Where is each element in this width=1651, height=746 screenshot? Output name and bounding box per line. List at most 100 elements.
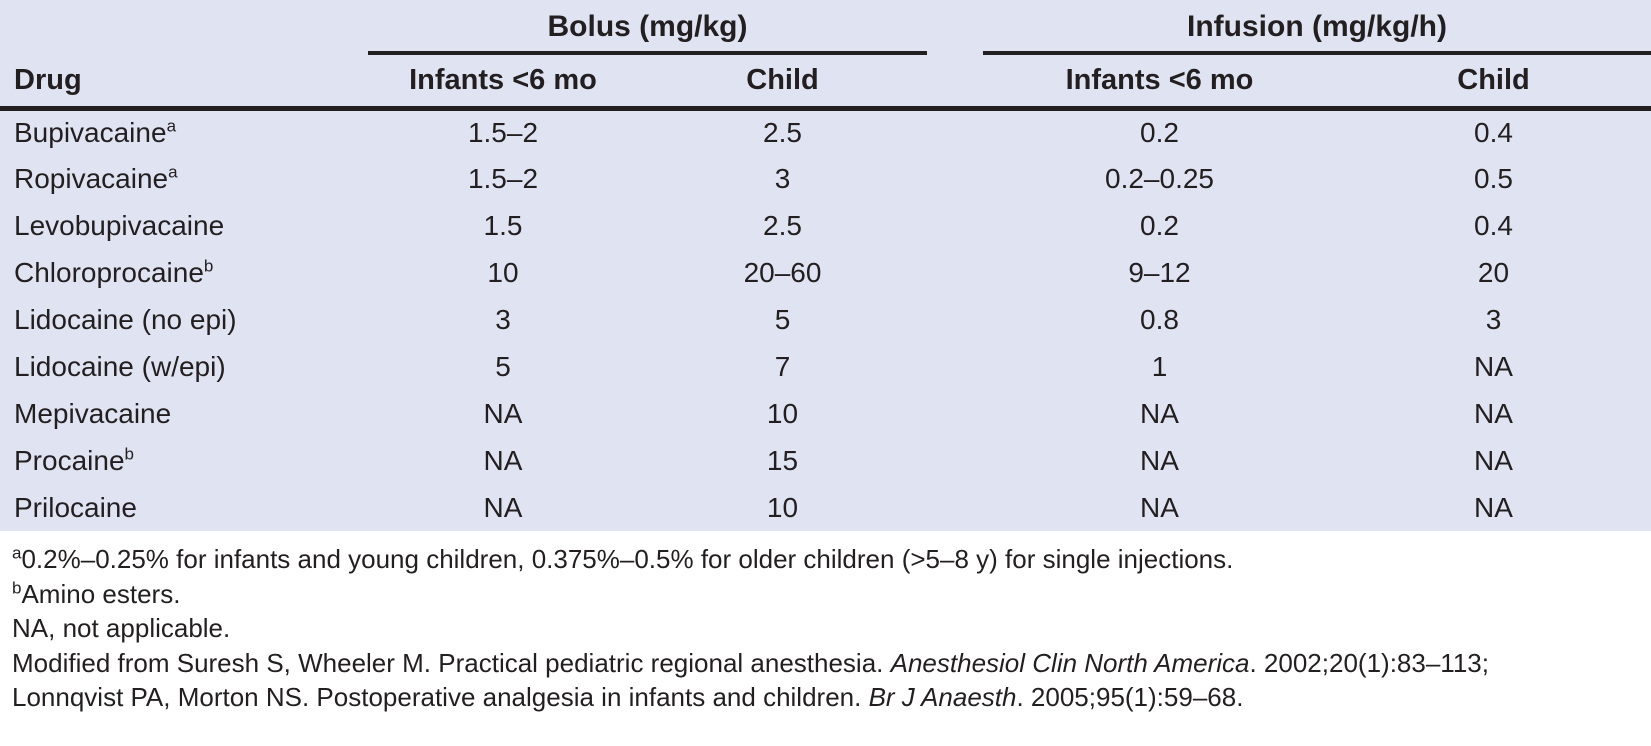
table-row: Ropivacainea 1.5–2 3 0.2–0.25 0.5 (0, 155, 1651, 202)
bolus-spanner-header: Bolus (mg/kg) (368, 0, 927, 55)
journal-name: Br J Anaesth (868, 682, 1017, 712)
footnote-marker: a (168, 162, 178, 182)
journal-name: Anesthesiol Clin North America (890, 647, 1250, 678)
drug-name: Lidocaine (w/epi) (14, 350, 226, 382)
footnotes-block: a0.2%–0.25% for infants and young childr… (0, 531, 1651, 715)
drug-name: Levobupivacaine (14, 209, 225, 241)
infusion-spanner-header: Infusion (mg/kg/h) (983, 0, 1651, 55)
drug-name-cell: Mepivacaine (0, 390, 368, 437)
table-row: Mepivacaine NA 10 NA NA (0, 390, 1651, 437)
drug-name-cell: Procaineb (0, 437, 368, 484)
footnote-b: bAmino esters. (12, 577, 1637, 612)
table-row: Bupivacainea 1.5–2 2.5 0.2 0.4 (0, 108, 1651, 155)
drug-name: Bupivacaine (14, 116, 167, 148)
spanner-header-row: Bolus (mg/kg) Infusion (mg/kg/h) (0, 0, 1651, 55)
spanner-gap-cell (927, 0, 983, 53)
footnote-marker: a (166, 116, 177, 136)
citation-text: . 2005;95(1):59–68. (1016, 682, 1244, 712)
infusion-infants-cell: 9–12 (1128, 256, 1191, 288)
drug-name: Procaine (14, 444, 125, 476)
infusion-child-cell: NA (1474, 397, 1513, 429)
bolus-infants-cell: 1.5–2 (467, 116, 539, 148)
drug-name: Lidocaine (no epi) (14, 303, 237, 335)
drug-name: Chloroprocaine (14, 256, 204, 288)
gap-cell (927, 390, 983, 437)
bolus-infants-cell: 3 (495, 303, 511, 335)
gap-cell (927, 343, 983, 390)
gap-cell (927, 202, 983, 249)
infusion-infants-column-header: Infants <6 mo (983, 53, 1336, 111)
infusion-infants-cell: 0.2 (1140, 209, 1179, 241)
infusion-infants-cell: 0.2 (1140, 116, 1179, 148)
infusion-infants-cell: NA (1140, 444, 1179, 476)
gap-cell (927, 484, 983, 531)
bolus-infants-cell: NA (483, 397, 523, 429)
infusion-child-cell: 0.4 (1474, 209, 1513, 241)
bolus-infants-cell: NA (483, 491, 523, 523)
table-row: Lidocaine (w/epi) 5 7 1 NA (0, 343, 1651, 390)
bolus-child-cell: 2.5 (763, 209, 802, 241)
source-citation-line-2: Lonnqvist PA, Morton NS. Postoperative a… (12, 680, 1637, 715)
infusion-child-cell: 0.4 (1474, 116, 1513, 148)
bolus-infants-cell: 10 (487, 256, 519, 288)
footnote-a-marker: a (12, 543, 22, 563)
bolus-infants-cell: 5 (495, 350, 511, 382)
gap-cell (927, 249, 983, 296)
header-gap-cell (927, 53, 983, 111)
drug-name-cell: Lidocaine (w/epi) (0, 343, 368, 390)
footnote-b-text: Amino esters. (21, 578, 181, 609)
footnote-a-text: 0.2%–0.25% for infants and young childre… (21, 544, 1234, 574)
column-header-row: Drug Infants <6 mo Child Infants <6 mo C… (0, 53, 1651, 111)
drug-column-header: Drug (0, 53, 368, 111)
infusion-child-cell: NA (1474, 491, 1513, 523)
footnote-b-marker: b (12, 577, 22, 597)
gap-cell (927, 108, 983, 155)
infusion-child-column-header: Child (1336, 53, 1651, 111)
bolus-child-cell: 2.5 (763, 116, 802, 148)
citation-text: Lonnqvist PA, Morton NS. Postoperative a… (12, 682, 869, 712)
footnote-marker: b (203, 256, 214, 276)
drug-name-cell: Bupivacainea (0, 108, 368, 155)
infusion-infants-cell: NA (1140, 397, 1179, 429)
table-row: Prilocaine NA 10 NA NA (0, 484, 1651, 531)
bolus-infants-cell: 1.5–2 (467, 162, 539, 194)
bolus-child-cell: 10 (766, 491, 799, 523)
bolus-child-cell: 3 (774, 162, 791, 194)
drug-dosing-table: Bolus (mg/kg) Infusion (mg/kg/h) Drug In… (0, 0, 1651, 531)
drug-name: Mepivacaine (14, 397, 172, 429)
infusion-child-cell: NA (1474, 444, 1513, 476)
gap-cell (927, 437, 983, 484)
bolus-child-cell: 20–60 (743, 256, 822, 288)
footnote-marker: b (124, 444, 134, 464)
drug-name-cell: Ropivacainea (0, 155, 368, 202)
footnote-a: a0.2%–0.25% for infants and young childr… (12, 542, 1637, 577)
bolus-child-column-header: Child (638, 53, 927, 111)
drug-name-cell: Chloroprocaineb (0, 249, 368, 296)
bolus-child-cell: 15 (766, 444, 799, 476)
footnote-na: NA, not applicable. (12, 613, 231, 643)
bolus-infants-cell: NA (483, 444, 523, 476)
drug-name-cell: Prilocaine (0, 484, 368, 531)
citation-text: . 2002;20(1):83–113; (1249, 647, 1489, 678)
bolus-child-cell: 10 (766, 397, 799, 429)
infusion-infants-cell: 0.2–0.25 (1105, 162, 1214, 194)
infusion-child-cell: NA (1474, 350, 1513, 382)
infusion-child-cell: 20 (1477, 256, 1510, 288)
infusion-child-cell: 0.5 (1474, 162, 1513, 194)
citation-text: Modified from Suresh S, Wheeler M. Pract… (12, 647, 891, 678)
infusion-infants-cell: 0.8 (1140, 303, 1179, 335)
infusion-infants-cell: 1 (1151, 350, 1168, 382)
table-row: Chloroprocaineb 10 20–60 9–12 20 (0, 249, 1651, 296)
gap-cell (927, 296, 983, 343)
spanner-empty-cell (0, 0, 368, 53)
drug-name-cell: Levobupivacaine (0, 202, 368, 249)
bolus-child-cell: 7 (774, 350, 791, 382)
infusion-child-cell: 3 (1485, 303, 1502, 335)
drug-name: Ropivacaine (14, 162, 169, 194)
gap-cell (927, 155, 983, 202)
infusion-infants-cell: NA (1140, 491, 1179, 523)
table-row: Levobupivacaine 1.5 2.5 0.2 0.4 (0, 202, 1651, 249)
table-row: Lidocaine (no epi) 3 5 0.8 3 (0, 296, 1651, 343)
bolus-infants-cell: 1.5 (483, 209, 523, 241)
